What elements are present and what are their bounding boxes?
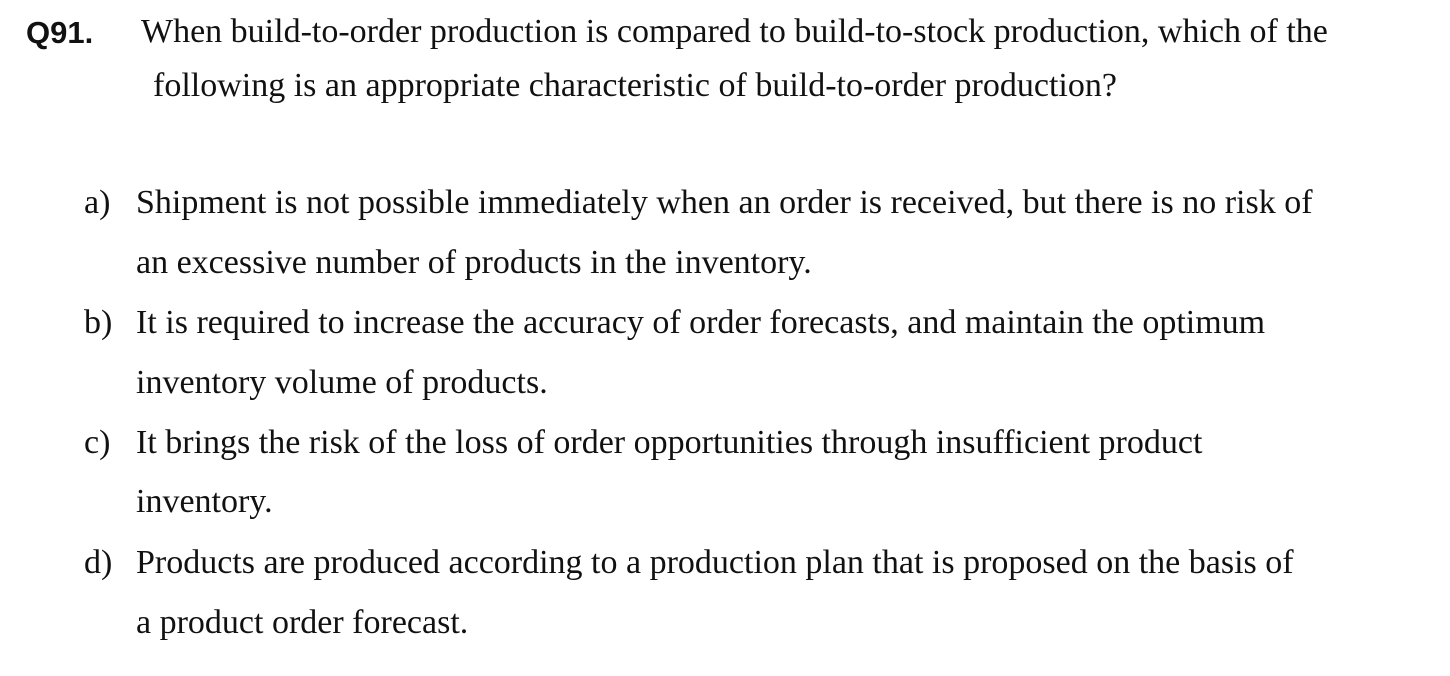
option-d-letter: d) [84,544,113,581]
option-c-text-line-1: It brings the risk of the loss of order … [136,424,1203,461]
question-number: Q91. [26,15,94,50]
option-a-letter: a) [84,184,111,221]
question-text-line-1: When build-to-order production is compar… [141,13,1328,50]
option-a-text-line-1: Shipment is not possible immediately whe… [136,184,1313,221]
option-c-text-line-2: inventory. [136,483,273,520]
option-a-text-line-2: an excessive number of products in the i… [136,244,812,281]
question-text-line-2: following is an appropriate characterist… [153,67,1117,104]
option-c-letter: c) [84,424,111,461]
option-d-text-line-2: a product order forecast. [136,604,469,641]
option-b-text-line-2: inventory volume of products. [136,364,548,401]
option-b-letter: b) [84,304,113,341]
option-b-text-line-1: It is required to increase the accuracy … [136,304,1266,341]
option-d-text-line-1: Products are produced according to a pro… [136,544,1294,581]
